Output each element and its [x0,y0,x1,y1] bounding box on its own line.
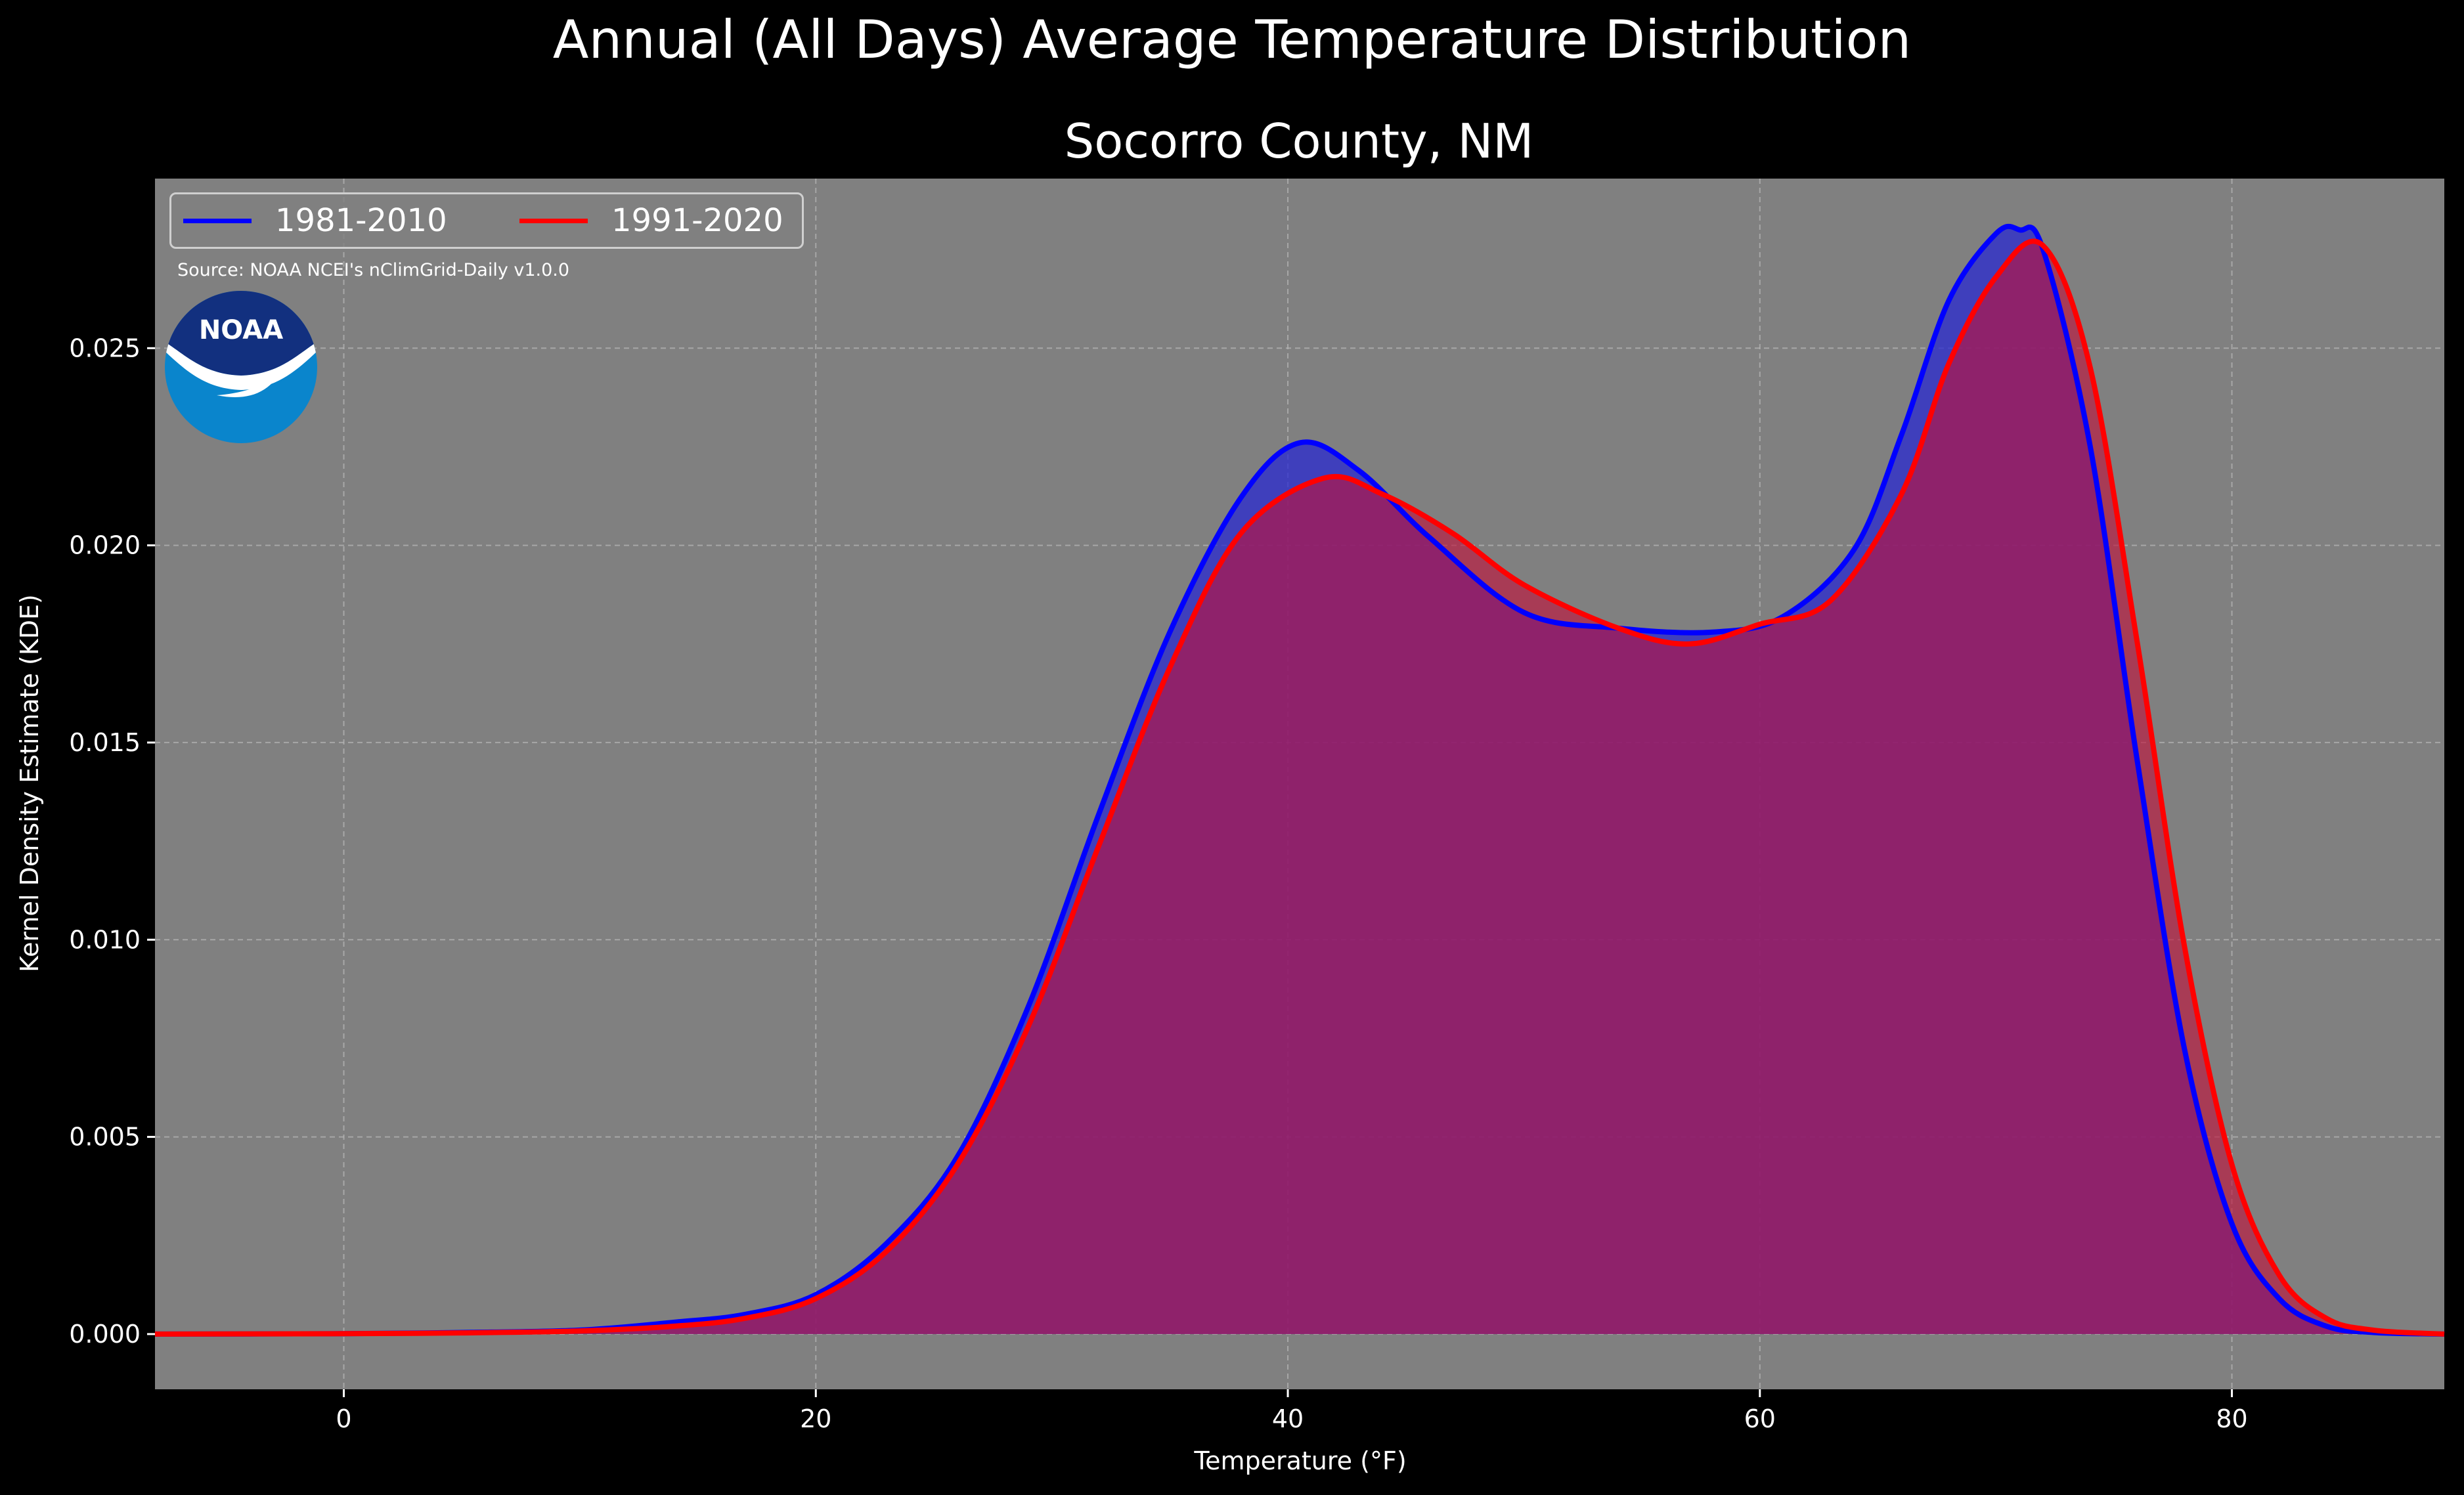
noaa-logo: NOAA [165,291,317,443]
legend-label: 1991-2020 [611,202,783,239]
chart-title: Socorro County, NM [1065,114,1534,169]
legend-swatch-blue [183,218,252,223]
line-1991-2020 [154,238,2445,1337]
x-tick-label: 40 [1272,1404,1304,1433]
legend-item-1991-2020: 1991-2020 [519,194,783,247]
svg-text:NOAA: NOAA [199,315,283,345]
y-tick-label: 0.015 [69,728,141,757]
x-tick-label: 20 [800,1404,831,1433]
series-areas [155,226,2444,1334]
y-axis: 0.000 0.005 0.010 0.015 0.020 0.025 [69,334,155,1349]
y-tick-label: 0.025 [69,334,141,362]
x-tick-label: 0 [336,1404,351,1433]
figure-suptitle: Annual (All Days) Average Temperature Di… [552,9,1912,70]
y-tick-label: 0.020 [69,531,141,560]
legend-label: 1981-2010 [275,202,447,239]
x-axis: 0 20 40 60 80 [336,1389,2248,1433]
y-tick-label: 0.000 [69,1320,141,1349]
series-lines [154,223,2445,1337]
y-tick-label: 0.010 [69,925,141,954]
y-axis-label: Kernel Density Estimate (KDE) [15,594,44,972]
x-tick-label: 80 [2216,1404,2247,1433]
line-1981-2010 [154,223,2445,1337]
y-tick-label: 0.005 [69,1123,141,1152]
x-tick-label: 60 [1744,1404,1776,1433]
source-note: Source: NOAA NCEI's nClimGrid-Daily v1.0… [177,260,570,280]
legend-swatch-red [519,218,588,223]
legend: 1981-2010 1991-2020 [169,192,804,249]
x-axis-label: Temperature (°F) [1193,1446,1406,1475]
area-1991-2020 [155,241,2444,1334]
legend-item-1981-2010: 1981-2010 [183,194,447,247]
